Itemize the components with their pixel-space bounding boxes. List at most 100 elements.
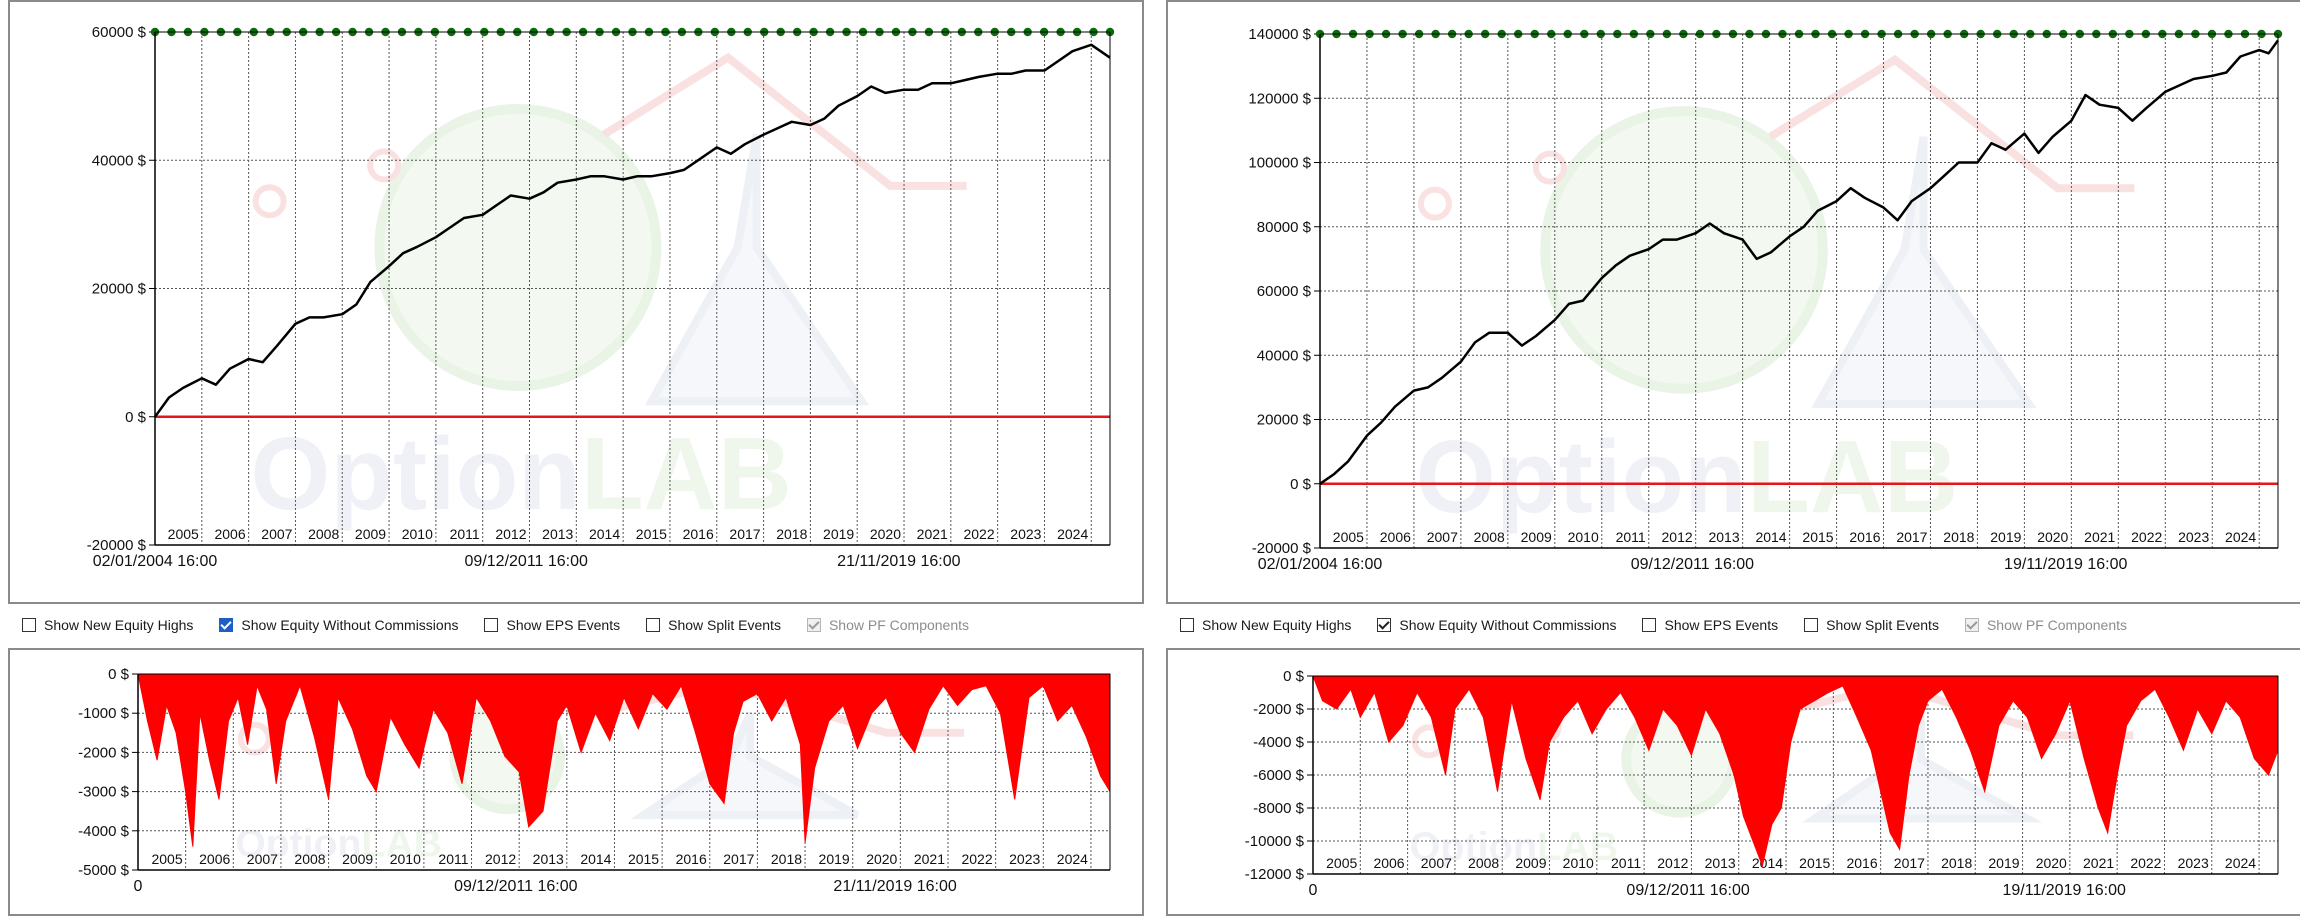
year-label: 2018 (1941, 855, 1972, 871)
checkbox-icon[interactable] (484, 618, 499, 632)
chart-options-bar: Show New Equity Highs Show Equity Withou… (10, 604, 1142, 646)
year-label: 2012 (495, 526, 526, 542)
checkbox-icon[interactable] (1804, 618, 1819, 632)
option-label: Show EPS Events (1664, 617, 1779, 633)
year-label: 2015 (628, 851, 659, 867)
year-label: 2021 (2083, 855, 2114, 871)
checkbox-icon[interactable] (219, 618, 234, 632)
year-label: 2015 (636, 526, 667, 542)
year-label: 2019 (823, 526, 854, 542)
year-label: 2006 (1373, 855, 1404, 871)
year-label: 2006 (214, 526, 245, 542)
watermark-text: OptionLAB (235, 822, 442, 865)
year-label: 2008 (294, 851, 325, 867)
year-label: 2008 (1468, 855, 1499, 871)
date-label: 0 (134, 878, 143, 895)
watermark-node-icon (1417, 186, 1452, 221)
year-label: 2016 (676, 851, 707, 867)
option-label: Show EPS Events (506, 617, 621, 633)
option-label: Show Split Events (1826, 617, 1939, 633)
date-label: 19/11/2019 16:00 (2004, 556, 2127, 573)
drawdown-chart: OptionLAB 0 $ -1000 $ -2000 $ -3000 $ -4000 $… (78, 666, 1111, 895)
watermark-flask-icon (374, 103, 662, 391)
checkbox-icon[interactable] (1964, 618, 1979, 632)
year-label: 2007 (261, 526, 292, 542)
watermark-text-option: Option (1416, 419, 1747, 534)
y-tick-label: 0 $ (1283, 668, 1305, 685)
right-panel: OptionLAB 140000 $120000 $100000 $80000 $… (1158, 0, 2300, 920)
year-label: 2009 (342, 851, 373, 867)
date-label: 21/11/2019 16:00 (837, 553, 960, 570)
year-label: 2005 (1326, 855, 1357, 871)
watermark-text-lab: LAB (1537, 825, 1618, 869)
year-label: 2011 (1611, 855, 1641, 871)
option-show-split-events[interactable]: Show Split Events (1804, 617, 1939, 633)
option-show-equity-without-commissions[interactable]: Show Equity Without Commissions (1377, 617, 1616, 633)
option-show-eps-events[interactable]: Show EPS Events (484, 617, 620, 633)
year-label: 2017 (729, 526, 760, 542)
option-label: Show Equity Without Commissions (1399, 617, 1617, 633)
checkbox-icon[interactable] (806, 618, 821, 632)
y-tick-label: -1000 $ (78, 705, 130, 722)
y-tick-label: -2000 $ (1253, 701, 1305, 718)
year-label: 2024 (1057, 526, 1088, 542)
option-show-new-equity-highs[interactable]: Show New Equity Highs (1180, 617, 1351, 633)
watermark-text: OptionLAB (251, 416, 792, 531)
year-label: 2010 (1563, 855, 1594, 871)
y-tick-label: 100000 $ (1248, 155, 1311, 172)
option-label: Show PF Components (828, 617, 970, 633)
year-label: 2006 (1380, 529, 1411, 545)
year-label: 2007 (1427, 529, 1458, 545)
year-label: 2019 (1990, 529, 2021, 545)
option-show-pf-components[interactable]: Show PF Components (1964, 617, 2127, 633)
year-label: 2008 (308, 526, 339, 542)
y-tick-label: -5000 $ (78, 862, 130, 879)
equity-line (153, 43, 1111, 418)
watermark-text-lab: LAB (361, 822, 442, 865)
checkbox-icon[interactable] (1180, 618, 1194, 632)
equity-line (1319, 39, 2280, 485)
year-label: 2014 (589, 526, 620, 542)
option-label: Show Split Events (668, 617, 781, 633)
year-label: 2023 (2178, 855, 2209, 871)
watermark-text-lab: LAB (1747, 419, 1958, 534)
option-show-equity-without-commissions[interactable]: Show Equity Without Commissions (219, 617, 458, 633)
option-show-new-equity-highs[interactable]: Show New Equity Highs (22, 617, 193, 633)
checkbox-icon[interactable] (22, 618, 36, 632)
year-label: 2012 (1657, 855, 1688, 871)
checkbox-icon[interactable] (646, 618, 661, 632)
checkbox-icon[interactable] (1377, 618, 1392, 632)
option-show-eps-events[interactable]: Show EPS Events (1642, 617, 1778, 633)
watermark-flask-icon (1540, 106, 1828, 394)
drawdown-chart-frame: OptionLAB 0 $ -1000 $ -2000 $ -3000 $ -4000 $… (8, 648, 1144, 916)
date-label: 02/01/2004 16:00 (1258, 556, 1383, 573)
date-label: 19/11/2019 16:00 (2002, 882, 2125, 899)
y-tick-label: -8000 $ (1253, 800, 1305, 817)
watermark-text-lab: LAB (581, 416, 792, 531)
checkbox-icon[interactable] (1642, 618, 1657, 632)
y-tick-label: -20000 $ (87, 537, 147, 554)
year-label: 2007 (1421, 855, 1452, 871)
y-tick-label: 60000 $ (1257, 283, 1312, 300)
option-show-pf-components[interactable]: Show PF Components (806, 617, 970, 633)
year-label: 2013 (1705, 855, 1736, 871)
year-label: 2013 (533, 851, 564, 867)
year-label: 2013 (542, 526, 573, 542)
year-label: 2015 (1802, 529, 1833, 545)
year-label: 2024 (2225, 529, 2256, 545)
date-label: 09/12/2011 16:00 (1631, 556, 1754, 573)
year-label: 2012 (1662, 529, 1693, 545)
drawdown-chart: OptionLAB 0 $ -2000 $ -4000 $ -6000 $ -8000 $… (1245, 668, 2279, 899)
y-tick-label: 20000 $ (1257, 412, 1312, 429)
option-label: Show Equity Without Commissions (241, 617, 459, 633)
year-label: 2007 (247, 851, 278, 867)
option-show-split-events[interactable]: Show Split Events (646, 617, 781, 633)
year-label: 2021 (914, 851, 945, 867)
watermark-node-icon (252, 184, 287, 219)
year-label: 2014 (1752, 855, 1783, 871)
watermark: OptionLAB (1416, 54, 2135, 534)
y-tick-label: 80000 $ (1257, 219, 1312, 236)
date-label: 21/11/2019 16:00 (833, 878, 956, 895)
year-label: 2014 (1755, 529, 1786, 545)
year-label: 2019 (1988, 855, 2019, 871)
